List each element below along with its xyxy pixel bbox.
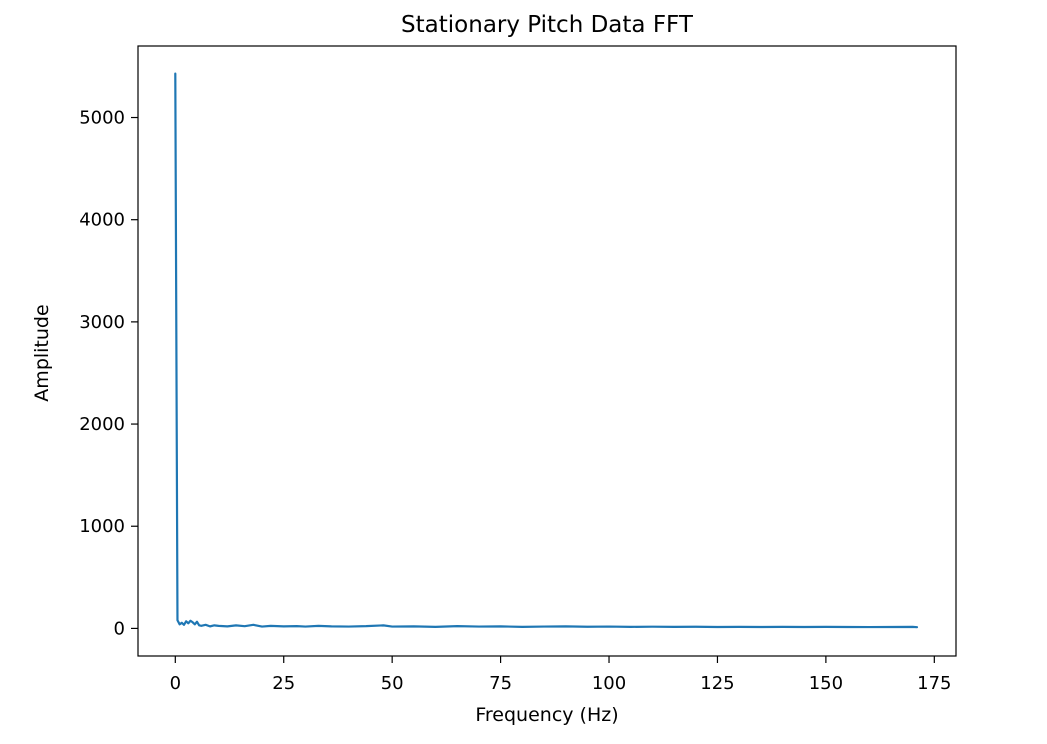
x-axis-ticks: 0 25 50 75 100 125 150 175 bbox=[170, 656, 951, 694]
y-tick-label: 2000 bbox=[79, 414, 125, 435]
x-tick-label: 100 bbox=[592, 673, 626, 694]
series-line bbox=[174, 72, 919, 629]
x-axis-label: Frequency (Hz) bbox=[475, 704, 618, 726]
x-tick-label: 0 bbox=[170, 673, 181, 694]
plot-area: 0 25 50 75 100 125 150 175 0 1000 2000 3000 4000 500… bbox=[79, 45, 957, 694]
y-tick-label: 0 bbox=[114, 618, 125, 639]
x-tick-label: 125 bbox=[700, 673, 734, 694]
y-axis-ticks: 0 1000 2000 3000 4000 5000 bbox=[79, 108, 138, 639]
y-tick-label: 5000 bbox=[79, 108, 125, 129]
x-tick-label: 75 bbox=[489, 673, 512, 694]
x-tick-label: 25 bbox=[272, 673, 295, 694]
x-tick-label: 50 bbox=[381, 673, 404, 694]
y-tick-label: 1000 bbox=[79, 516, 125, 537]
y-axis-label: Amplitude bbox=[31, 304, 53, 401]
plot-frame bbox=[137, 45, 957, 657]
x-tick-label: 175 bbox=[917, 673, 951, 694]
y-tick-label: 3000 bbox=[79, 312, 125, 333]
x-tick-label: 150 bbox=[809, 673, 843, 694]
chart-title: Stationary Pitch Data FFT bbox=[401, 12, 694, 38]
y-tick-label: 4000 bbox=[79, 210, 125, 231]
